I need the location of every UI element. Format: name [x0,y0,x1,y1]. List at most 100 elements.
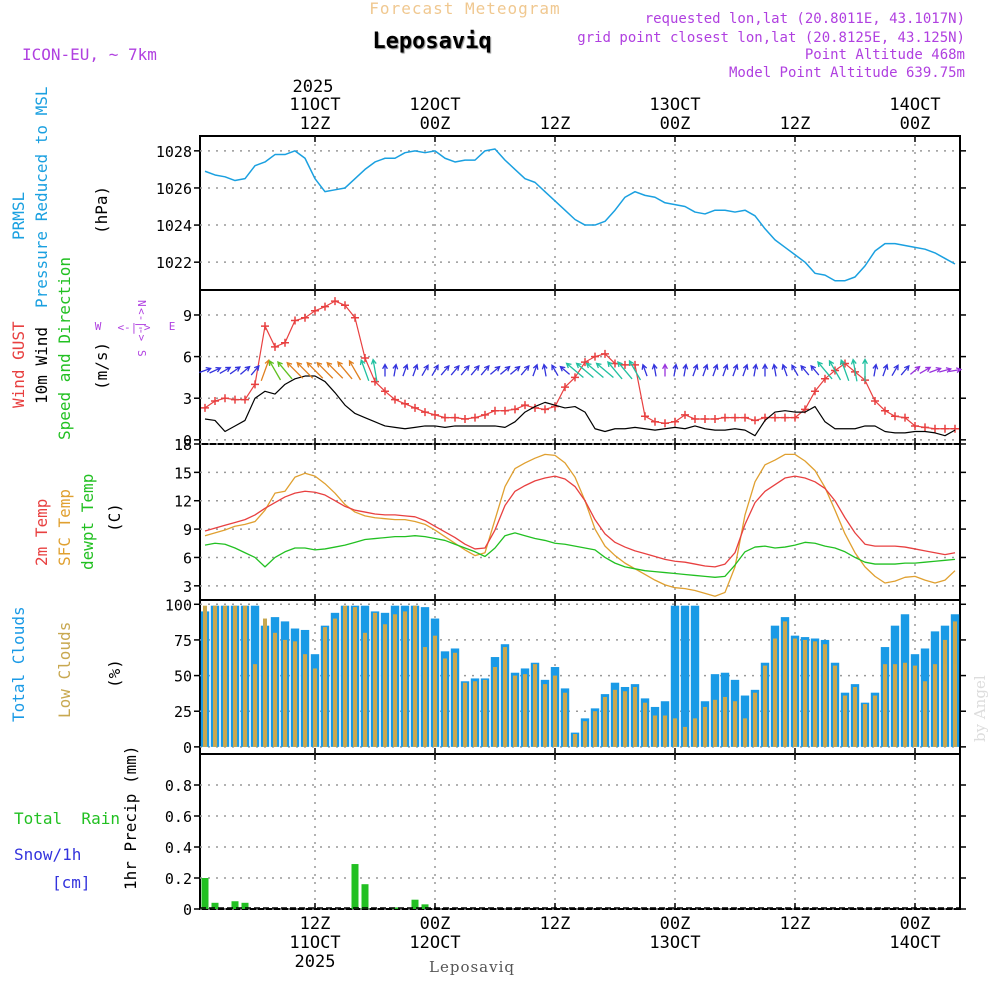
sfc-temp-label: SFC Temp [55,489,74,566]
low-cloud-bar [203,605,207,747]
wind-arrow [791,364,799,376]
wind-arrow [277,361,293,380]
top-hour-label: 00Z [660,114,691,134]
y-tick-label: 100 [165,596,192,614]
low-cloud-bar [233,605,237,747]
wind-arrow [412,363,419,377]
low-cloud-bar [383,624,387,747]
wind-labels: Wind GUST 10m Wind Speed and Direction (… [9,257,175,440]
grid-point-coords: grid point closest lon,lat (20.8125E, 43… [577,30,965,46]
low-cloud-bar [283,639,287,747]
y-tick-label: 0.4 [165,839,192,857]
y-tick-label: 1028 [156,143,192,161]
rain-bar [361,884,369,909]
wind10-label: 10m Wind [32,327,51,404]
low-cloud-bar [903,662,907,747]
wind-arrow [682,363,689,377]
y-tick-label: 0.2 [165,870,192,888]
wind-arrow [762,363,768,377]
wind-arrow [732,363,739,377]
gust-marker [681,410,689,419]
low-cloud-bar [373,612,377,747]
bottom-date-label: 11OCT [289,933,340,953]
gust-marker [381,387,389,396]
wind-arrow [460,364,470,376]
gust-marker [651,417,659,426]
wind-arrow [900,364,910,376]
total-clouds-label: Total Clouds [9,606,28,722]
wind-arrow [229,366,242,375]
t2m-line [204,475,956,568]
wind-arrow [810,364,820,376]
precip-axis-label: 1hr Precip (mm) [121,746,140,891]
wind-arrow [489,365,501,375]
wind-arrow [392,363,399,377]
wind-unit: (m/s) [92,342,111,390]
gust-marker [341,301,349,310]
dewpt-label: dewpt Temp [78,474,97,570]
low-cloud-bar [553,675,557,747]
wind-arrow [948,367,963,374]
wind-arrow [919,366,932,375]
low-cloud-bar [443,658,447,747]
bottom-date-label: 14OCT [889,933,940,953]
low-cloud-bar [263,618,267,747]
low-cloud-bar [943,639,947,747]
footer-location: Leposaviq [429,958,515,976]
wind-arrow [268,359,282,381]
low-cloud-bar [513,675,517,747]
low-cloud-bar [913,665,917,747]
y-tick-label: 18 [174,436,192,454]
low-cloud-bar [273,632,277,747]
low-cloud-bar [473,681,477,747]
gust-marker [291,316,299,325]
wind-arrow [219,366,232,375]
compass-east: E [169,320,176,333]
wind-arrow [742,363,749,377]
gust-marker [551,402,559,411]
low-cloud-bar [953,621,957,747]
gust-line [204,300,955,430]
top-date-label: 12OCT [409,95,460,115]
low-cloud-bar [413,605,417,747]
wind-arrow [382,363,388,377]
gust-marker [721,413,729,422]
wind-arrow [617,361,633,380]
wind-arrow [480,364,490,376]
low-cloud-bar [393,614,397,747]
wind-arrow [771,363,778,377]
low-cloud-bar [293,641,297,747]
panel-frame [199,443,961,601]
low-cloud-bar [853,686,857,747]
y-tick-label: 1022 [156,254,192,272]
low-cloud-bar [343,605,347,747]
bottom-hour-label: 12Z [780,914,811,934]
gust-marker [871,396,879,405]
gust-marker [401,399,409,408]
gust-marker [491,406,499,415]
gust-marker [941,424,949,433]
wind-arrow [800,364,810,376]
y-tick-label: 12 [174,493,192,511]
y-tick-label: 50 [174,668,192,686]
rain-bar [231,901,239,909]
gust-marker [261,322,269,331]
low-cloud-bar [303,654,307,747]
compass-south: S [135,350,148,357]
bottom-hour-label: 12Z [540,914,571,934]
gust-marker [921,423,929,432]
wind-arrow [862,358,868,382]
low-cloud-bar [673,718,677,747]
low-cloud-bar [573,734,577,747]
wind-arrow [939,367,953,373]
compass-ns-arrow: <-|-> [135,308,148,341]
wind-arrow [421,364,429,376]
low-cloud-bar [423,647,427,747]
bottom-date-label: 12OCT [409,933,460,953]
gust-marker [311,306,319,315]
plot-marks [199,148,963,909]
gust-marker [361,353,369,362]
low-cloud-bar [483,679,487,747]
low-cloud-bar [633,686,637,747]
wind-arrow [929,367,942,374]
